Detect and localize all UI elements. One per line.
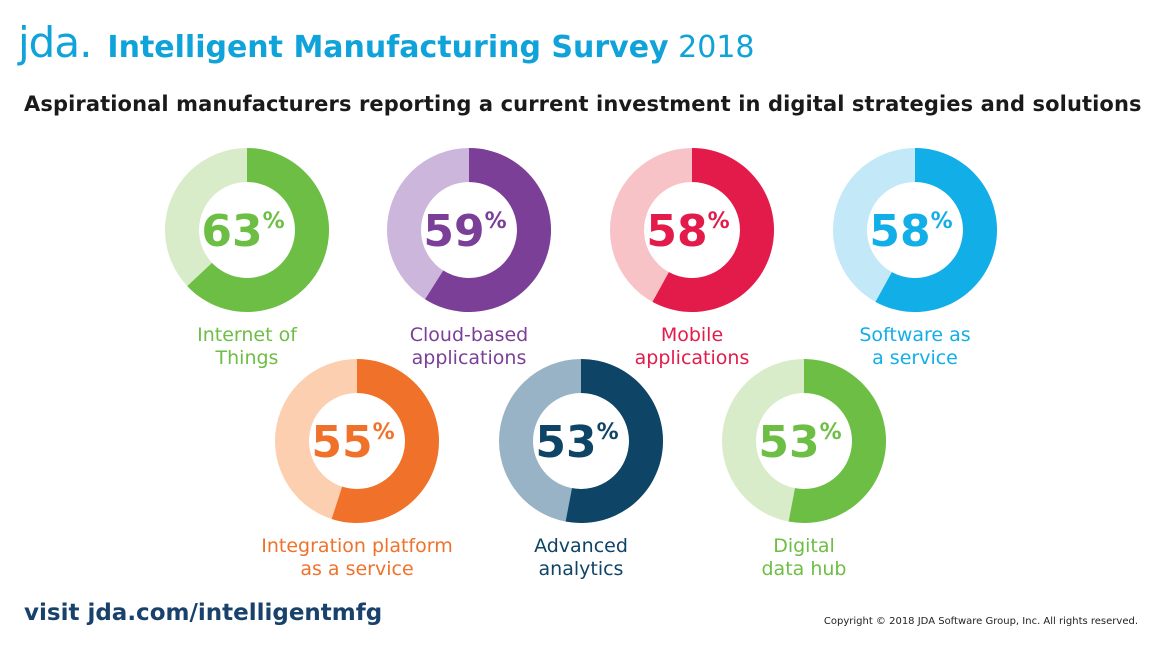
donut-value-arc bbox=[187, 148, 329, 312]
donut-value-label: 53% bbox=[758, 417, 841, 468]
donut-value-arc bbox=[425, 148, 551, 312]
donut-category-label: Advanced bbox=[534, 535, 628, 557]
donut-category-label: a service bbox=[872, 347, 958, 369]
donut-value-arc bbox=[875, 148, 998, 312]
donut-category-label: Software as bbox=[859, 324, 970, 346]
website-link[interactable]: visit jda.com/intelligentmfg bbox=[24, 600, 383, 626]
donut-category-label: Integration platform bbox=[261, 535, 452, 557]
donut-category-label: applications bbox=[412, 347, 527, 369]
donut-category-label: Digital bbox=[773, 535, 835, 557]
copyright-notice: Copyright © 2018 JDA Software Group, Inc… bbox=[823, 616, 1138, 627]
donut-value-label: 59% bbox=[423, 206, 506, 257]
donut-value-label: 63% bbox=[201, 206, 284, 257]
survey-title-text: Intelligent Manufacturing Survey bbox=[107, 30, 669, 65]
header: jda. Intelligent Manufacturing Survey 20… bbox=[18, 18, 755, 78]
donut-value-arc bbox=[565, 359, 663, 523]
donut-value-arc bbox=[331, 359, 440, 523]
donut-value-label: 53% bbox=[535, 417, 618, 468]
donut-value-arc bbox=[652, 148, 774, 312]
survey-year: 2018 bbox=[678, 30, 755, 65]
donut-category-label: analytics bbox=[539, 558, 624, 580]
donut-value-arc bbox=[788, 359, 886, 523]
donut-value-label: 55% bbox=[311, 417, 394, 468]
donut-category-label: as a service bbox=[300, 558, 413, 580]
donut-category-label: Internet of bbox=[197, 324, 298, 346]
donut-category-label: Mobile bbox=[661, 324, 723, 346]
jda-logo: jda. bbox=[18, 18, 92, 67]
donut-category-label: Cloud-based bbox=[410, 324, 528, 346]
donut-category-label: Things bbox=[215, 347, 279, 369]
donut-value-label: 58% bbox=[869, 206, 952, 257]
donut-category-label: applications bbox=[635, 347, 750, 369]
donut-3: 58% Software asa service bbox=[833, 148, 998, 369]
chart-subtitle: Aspirational manufacturers reporting a c… bbox=[24, 92, 1142, 116]
donut-category-label: data hub bbox=[762, 558, 847, 580]
donut-value-label: 58% bbox=[646, 206, 729, 257]
survey-title: Intelligent Manufacturing Survey 2018 bbox=[107, 30, 754, 65]
